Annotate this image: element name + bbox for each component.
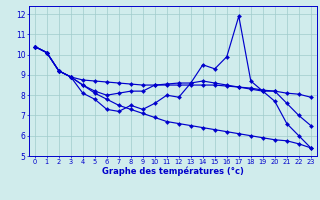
X-axis label: Graphe des températures (°c): Graphe des températures (°c) [102, 167, 244, 176]
